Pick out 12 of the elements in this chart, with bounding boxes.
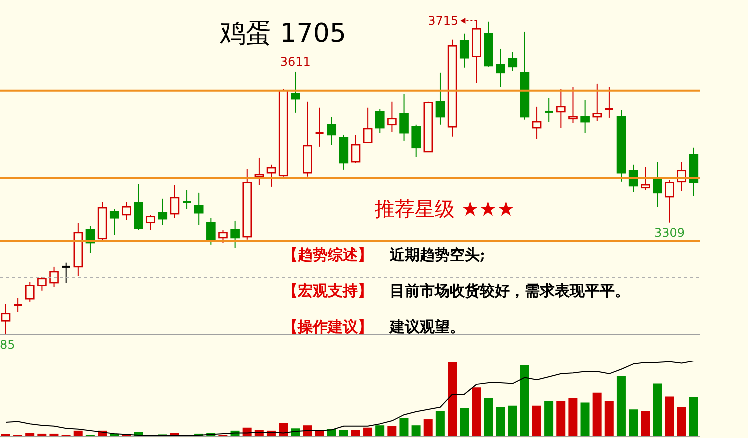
annotation: 推荐星级 ★★★: [375, 196, 516, 223]
annotation: 【宏观支持】: [283, 282, 373, 301]
annotation: 3309: [654, 226, 686, 240]
annotation: 目前市场收货较好，需求表现平平。: [390, 282, 630, 301]
chart-title: 鸡蛋 1705: [220, 18, 346, 51]
annotation: 建议观望。: [390, 318, 465, 337]
annotation: 【趋势综述】: [283, 246, 373, 265]
annotation: 3715: [428, 14, 459, 28]
annotation: 【操作建议】: [283, 318, 373, 337]
annotation: 近期趋势空头;: [390, 246, 486, 265]
annotation: 3611: [280, 54, 311, 69]
annotation: 85: [0, 338, 16, 352]
